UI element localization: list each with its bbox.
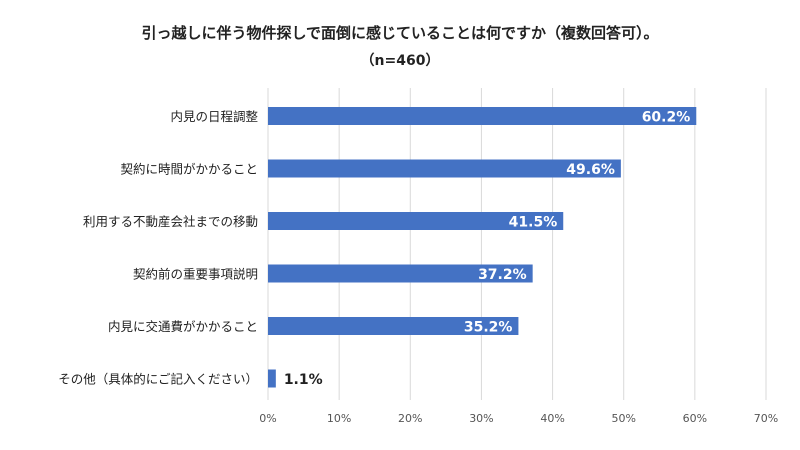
data-label: 41.5% <box>509 215 558 231</box>
chart-subtitle: （n=460） <box>360 53 440 69</box>
bar <box>268 107 697 125</box>
category-label: 契約に時間がかかること <box>120 162 258 177</box>
data-label: 35.2% <box>464 320 513 336</box>
x-tick-label: 40% <box>540 412 564 425</box>
data-label: 1.1% <box>284 372 323 388</box>
x-tick-label: 20% <box>398 412 422 425</box>
data-label: 60.2% <box>642 110 691 126</box>
x-tick-label: 0% <box>259 412 276 425</box>
category-label: 内見の日程調整 <box>170 109 258 124</box>
bar <box>268 264 533 283</box>
bar <box>268 317 519 335</box>
chart-title: 引っ越しに伴う物件探しで面倒に感じていることは何ですか（複数回答可）。 <box>141 24 659 42</box>
bar <box>268 369 276 388</box>
bar <box>268 212 564 230</box>
category-label: その他（具体的にご記入ください） <box>58 372 258 387</box>
data-label: 49.6% <box>566 162 615 178</box>
x-tick-label: 70% <box>754 412 778 425</box>
x-tick-label: 50% <box>611 412 635 425</box>
x-tick-label: 30% <box>469 412 493 425</box>
category-label: 内見に交通費がかかること <box>108 319 258 334</box>
bar <box>268 159 621 178</box>
data-label: 37.2% <box>478 267 527 283</box>
x-tick-label: 10% <box>327 412 351 425</box>
category-label: 契約前の重要事項説明 <box>133 267 258 282</box>
category-label: 利用する不動産会社までの移動 <box>83 214 258 229</box>
x-tick-label: 60% <box>683 412 707 425</box>
